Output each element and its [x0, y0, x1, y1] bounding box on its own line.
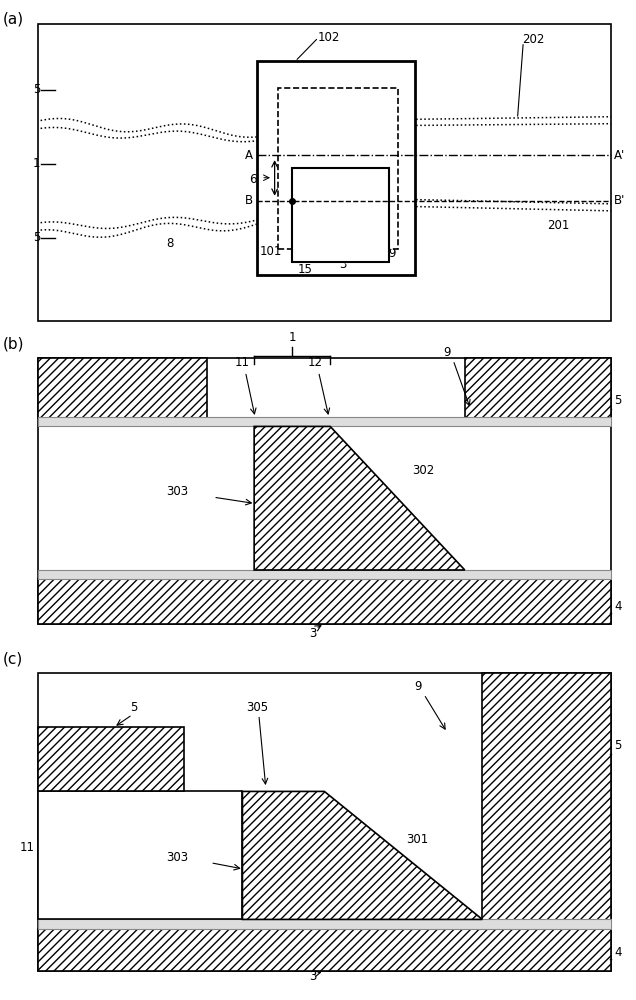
Text: 3: 3 [309, 970, 316, 983]
Bar [38, 791, 242, 919]
Polygon shape [242, 791, 482, 919]
Text: 9: 9 [414, 680, 422, 693]
Text: 9: 9 [389, 247, 396, 260]
Text: 8: 8 [167, 237, 174, 250]
Text: 3: 3 [339, 258, 347, 271]
Bar [277, 88, 398, 249]
Text: 5: 5 [130, 701, 138, 714]
Text: 305: 305 [266, 464, 288, 477]
Bar [482, 673, 611, 929]
Text: 12: 12 [308, 356, 323, 369]
Text: 101: 101 [260, 245, 282, 258]
Text: 15: 15 [298, 263, 313, 276]
Text: (c): (c) [3, 651, 23, 666]
Text: B: B [245, 194, 253, 207]
Text: 1: 1 [33, 157, 41, 170]
Text: 5: 5 [614, 394, 621, 407]
Text: 303: 303 [167, 485, 188, 498]
Text: 6: 6 [249, 173, 257, 186]
Bar [38, 929, 611, 971]
Text: 11: 11 [235, 356, 250, 369]
Bar [38, 570, 611, 579]
Bar [38, 919, 611, 929]
Text: 1: 1 [289, 331, 296, 344]
Text: (b): (b) [3, 336, 24, 351]
Text: 5: 5 [33, 231, 40, 244]
Text: 201: 201 [547, 219, 569, 232]
Text: 102: 102 [317, 31, 340, 44]
Polygon shape [254, 426, 465, 570]
Bar [465, 358, 611, 418]
Bar [38, 579, 611, 624]
Text: 302: 302 [412, 464, 434, 477]
Bar [38, 417, 611, 426]
Text: B': B' [614, 194, 625, 207]
Text: 9: 9 [443, 346, 451, 359]
Text: 4: 4 [614, 946, 621, 959]
Text: 5: 5 [33, 83, 40, 96]
Text: (a): (a) [3, 11, 24, 26]
Bar [292, 168, 389, 262]
Text: A: A [245, 149, 253, 162]
Bar [38, 358, 207, 418]
Bar [38, 727, 184, 791]
Text: 305: 305 [246, 701, 268, 714]
Text: 3: 3 [309, 627, 316, 640]
Text: 11: 11 [20, 841, 35, 854]
Text: 303: 303 [167, 851, 188, 864]
Bar [257, 61, 415, 275]
Text: 5: 5 [614, 739, 621, 752]
Text: A': A' [614, 149, 625, 162]
Text: 202: 202 [522, 33, 544, 46]
Bar [38, 358, 611, 624]
Text: 301: 301 [406, 833, 429, 846]
Text: 4: 4 [614, 600, 621, 613]
